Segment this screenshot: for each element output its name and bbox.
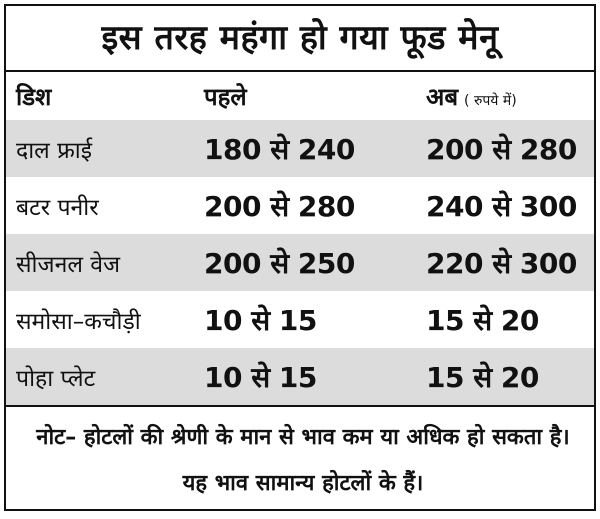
table-header-row: डिश पहले अब ( रुपये में) bbox=[6, 72, 594, 120]
header-now: अब ( रुपये में) bbox=[416, 72, 594, 120]
row-before-price: 200 से 280 bbox=[204, 189, 355, 223]
row-before-price: 10 से 15 bbox=[194, 348, 416, 405]
row-dish: समोसा–कचौड़ी bbox=[16, 308, 141, 335]
row-now-price: 200 से 280 bbox=[416, 120, 594, 177]
row-dish: सीजनल वेज bbox=[6, 234, 194, 291]
table-row: पोहा प्लेट 10 से 15 15 से 20 bbox=[6, 348, 594, 405]
row-dish: दाल फ्राई bbox=[6, 120, 194, 177]
table-row: समोसा–कचौड़ी 10 से 15 15 से 20 bbox=[6, 291, 594, 348]
row-dish: बटर पनीर bbox=[16, 194, 99, 221]
row-before-price: 180 से 240 bbox=[194, 120, 416, 177]
price-table: डिश पहले अब ( रुपये में) दाल फ्राई 180 से… bbox=[6, 72, 594, 405]
table-row: बटर पनीर 200 से 280 240 से 300 bbox=[6, 177, 594, 234]
row-before-price: 10 से 15 bbox=[204, 303, 317, 337]
row-before-price: 200 से 250 bbox=[194, 234, 416, 291]
table-row: सीजनल वेज 200 से 250 220 से 300 bbox=[6, 234, 594, 291]
header-unit: ( रुपये में) bbox=[464, 92, 517, 109]
infographic-title: इस तरह महंगा हो गया फूड मेनू bbox=[6, 6, 594, 72]
header-now-label: अब bbox=[426, 82, 459, 111]
row-now-price: 240 से 300 bbox=[426, 189, 577, 223]
header-before: पहले bbox=[204, 82, 247, 111]
footnote: नोट– होटलों की श्रेणी के मान से भाव कम य… bbox=[6, 405, 594, 507]
header-dish: डिश bbox=[16, 82, 52, 111]
price-infographic: इस तरह महंगा हो गया फूड मेनू डिश पहले अब… bbox=[4, 4, 596, 511]
row-dish: पोहा प्लेट bbox=[6, 348, 194, 405]
row-now-price: 220 से 300 bbox=[416, 234, 594, 291]
table-row: दाल फ्राई 180 से 240 200 से 280 bbox=[6, 120, 594, 177]
row-now-price: 15 से 20 bbox=[426, 303, 539, 337]
row-now-price: 15 से 20 bbox=[416, 348, 594, 405]
